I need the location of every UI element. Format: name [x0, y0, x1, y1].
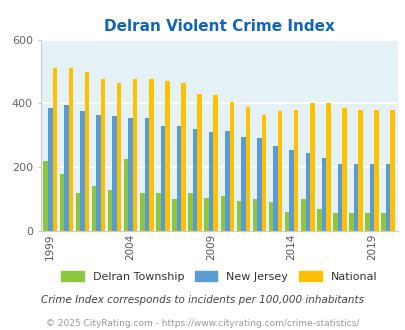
Bar: [188, 193, 192, 231]
Bar: [124, 159, 128, 231]
Bar: [293, 110, 298, 231]
Bar: [245, 107, 249, 231]
Bar: [128, 118, 133, 231]
Bar: [75, 193, 80, 231]
Bar: [241, 137, 245, 231]
Bar: [373, 110, 378, 231]
Bar: [140, 193, 144, 231]
Bar: [321, 158, 325, 231]
Bar: [60, 174, 64, 231]
Bar: [204, 197, 209, 231]
Bar: [85, 72, 89, 231]
Bar: [133, 80, 137, 231]
Bar: [289, 150, 293, 231]
Bar: [257, 139, 261, 231]
Legend: Delran Township, New Jersey, National: Delran Township, New Jersey, National: [61, 271, 376, 282]
Bar: [117, 82, 121, 231]
Bar: [357, 110, 362, 231]
Bar: [300, 199, 305, 231]
Bar: [316, 209, 321, 231]
Bar: [48, 108, 52, 231]
Bar: [353, 164, 357, 231]
Bar: [156, 193, 160, 231]
Bar: [252, 199, 257, 231]
Bar: [224, 130, 229, 231]
Bar: [284, 212, 289, 231]
Bar: [165, 81, 169, 231]
Bar: [385, 164, 390, 231]
Bar: [92, 186, 96, 231]
Bar: [341, 108, 346, 231]
Bar: [80, 112, 85, 231]
Bar: [209, 132, 213, 231]
Bar: [220, 196, 224, 231]
Bar: [213, 95, 217, 231]
Bar: [192, 129, 197, 231]
Bar: [261, 115, 266, 231]
Bar: [277, 112, 281, 231]
Bar: [64, 105, 68, 231]
Bar: [108, 189, 112, 231]
Bar: [144, 118, 149, 231]
Bar: [309, 103, 314, 231]
Bar: [337, 164, 341, 231]
Bar: [273, 147, 277, 231]
Bar: [348, 214, 353, 231]
Bar: [369, 164, 373, 231]
Bar: [333, 214, 337, 231]
Text: © 2025 CityRating.com - https://www.cityrating.com/crime-statistics/: © 2025 CityRating.com - https://www.city…: [46, 319, 359, 328]
Bar: [236, 201, 241, 231]
Bar: [325, 103, 330, 231]
Bar: [197, 94, 201, 231]
Bar: [172, 199, 176, 231]
Bar: [381, 214, 385, 231]
Bar: [160, 126, 165, 231]
Text: Crime Index corresponds to incidents per 100,000 inhabitants: Crime Index corresponds to incidents per…: [41, 295, 364, 305]
Bar: [43, 161, 48, 231]
Bar: [100, 80, 105, 231]
Bar: [181, 82, 185, 231]
Bar: [364, 214, 369, 231]
Bar: [229, 102, 233, 231]
Bar: [68, 68, 73, 231]
Bar: [52, 68, 57, 231]
Bar: [96, 115, 100, 231]
Bar: [149, 80, 153, 231]
Title: Delran Violent Crime Index: Delran Violent Crime Index: [104, 19, 334, 34]
Bar: [112, 116, 117, 231]
Bar: [390, 110, 394, 231]
Bar: [305, 153, 309, 231]
Bar: [176, 126, 181, 231]
Bar: [268, 202, 273, 231]
